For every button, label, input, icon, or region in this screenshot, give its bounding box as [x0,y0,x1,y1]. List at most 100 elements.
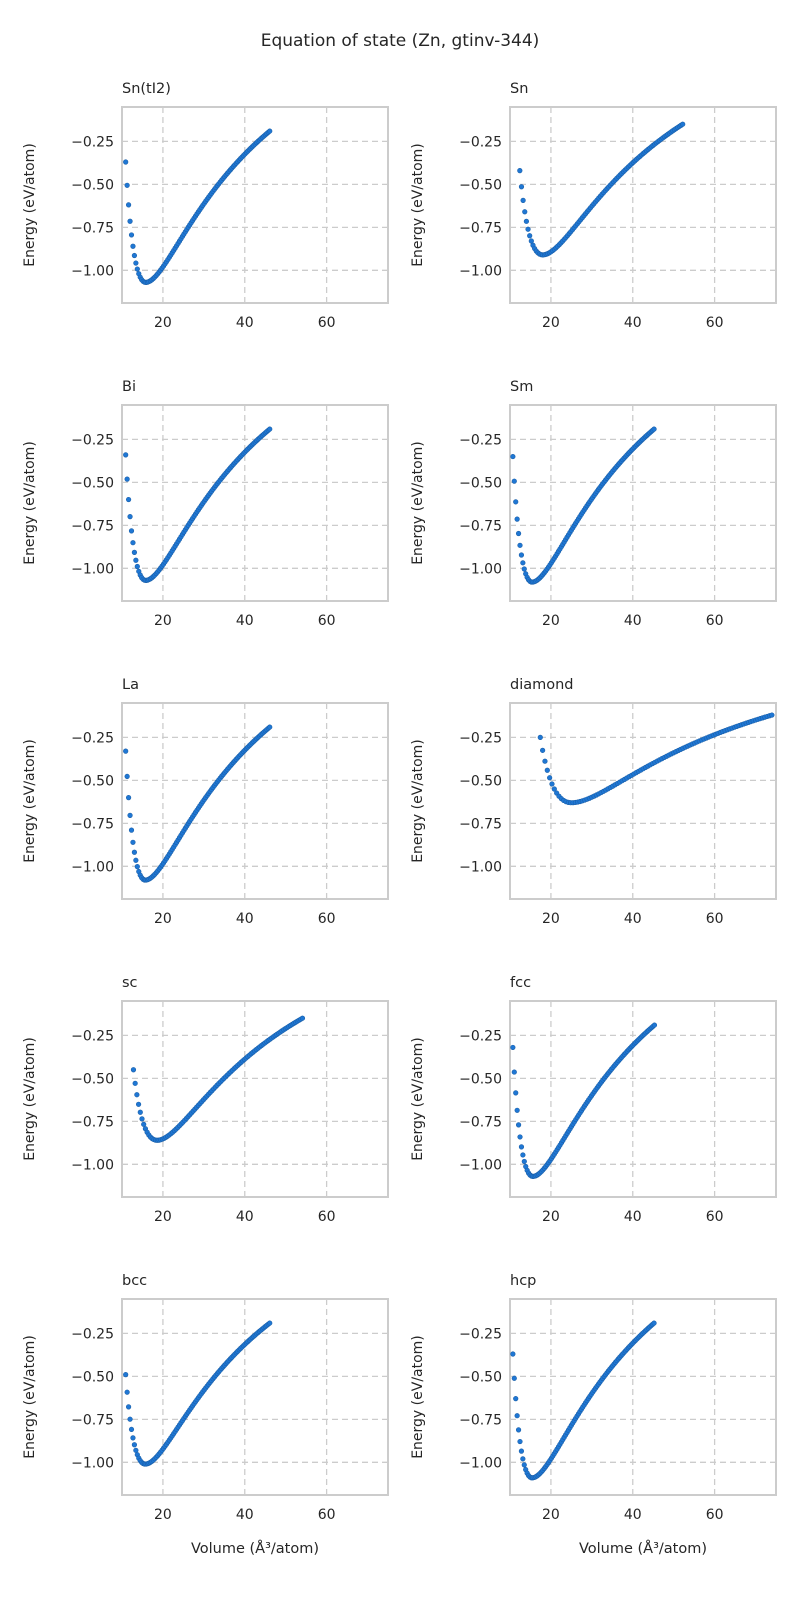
data-point [511,1069,517,1075]
data-point [544,767,550,773]
y-tick-label: −0.25 [459,1326,502,1342]
data-point [511,1375,517,1381]
subplot-9: bcc 20 40 60 −0.25 −0.50 −0.75 −1.00 Energy (eV/… [22,1273,389,1557]
y-tick-label: −0.25 [459,134,502,150]
data-points [123,724,273,883]
y-tick-label: −0.25 [459,432,502,448]
subplot-10: hcp 20 40 60 −0.25 −0.50 −0.75 −1.00 Energy (eV/… [410,1273,777,1557]
y-tick-label: −1.00 [71,859,114,875]
data-point [267,1320,273,1326]
y-tick-label: −0.25 [459,1028,502,1044]
data-point [141,1121,147,1127]
data-point [131,1442,138,1448]
data-point [130,540,136,546]
data-point [540,747,546,753]
figure-title: Equation of state (Zn, gtinv-344) [261,31,540,51]
data-point [127,812,133,818]
data-point [510,1351,516,1357]
y-axis-label: Energy (eV/atom) [22,1335,38,1459]
y-tick-label: −1.00 [71,561,114,577]
subplot-1: Sn(tI2) 20 40 60 −0.25 −0.50 −0.75 −1.00 Energy … [22,81,389,331]
data-point [124,476,130,482]
data-point [547,775,553,781]
data-point [769,712,775,718]
plot-frame [121,1298,389,1496]
data-point [131,849,138,855]
x-tick-label: 20 [154,315,172,331]
data-point [517,168,523,174]
data-point [549,781,555,787]
plot-frame [509,1000,777,1198]
data-point [651,1320,657,1326]
x-tick-label: 40 [236,315,254,331]
data-point [128,232,135,238]
data-point [133,260,139,266]
data-point [127,1416,133,1422]
y-tick-label: −1.00 [459,263,502,279]
x-tick-label: 60 [318,613,336,629]
data-point [518,1448,525,1454]
data-point [515,530,522,537]
data-point [133,557,139,563]
data-point [128,528,135,534]
y-tick-label: −0.50 [459,1369,502,1385]
data-point [551,786,557,792]
data-point [123,159,129,165]
data-point [123,1372,129,1378]
y-tick-label: −1.00 [71,263,114,279]
y-tick-label: −1.00 [459,859,502,875]
subplot-title: La [122,677,139,693]
subplot-title: bcc [122,1273,147,1289]
x-axis-label: Volume (Å³/atom) [579,1540,707,1557]
data-point [510,453,516,460]
data-points [510,1320,657,1481]
y-tick-label: −0.75 [71,816,114,832]
data-points [537,712,775,806]
data-point [137,1109,143,1115]
data-point [267,426,273,432]
data-point [139,1116,145,1122]
y-tick-label: −1.00 [459,561,502,577]
y-tick-label: −0.25 [71,730,114,746]
subplot-title: fcc [510,975,531,991]
x-tick-label: 20 [542,911,560,927]
x-axis-label: Volume (Å³/atom) [191,1540,319,1557]
y-tick-label: −0.25 [71,432,114,448]
plot-frame [121,106,389,304]
y-tick-label: −1.00 [71,1455,114,1471]
data-point [520,1456,526,1462]
data-point [517,542,523,548]
y-tick-label: −0.50 [71,1369,114,1385]
y-tick-label: −0.50 [459,773,502,789]
x-tick-label: 20 [542,1209,560,1225]
data-point [511,478,517,484]
x-tick-label: 60 [706,911,724,927]
data-point [128,1426,135,1433]
data-point [127,218,133,224]
data-point [521,1462,527,1468]
data-point [520,197,526,203]
data-point [521,566,527,572]
y-tick-label: −0.50 [459,475,502,491]
x-tick-label: 60 [706,315,724,331]
data-point [518,552,525,558]
data-point [267,724,273,730]
y-axis-label: Energy (eV/atom) [410,739,426,863]
data-point [124,773,130,780]
x-tick-label: 20 [542,1507,560,1523]
data-point [520,560,526,566]
data-points [123,128,273,285]
data-point [133,1447,139,1453]
data-point [130,839,136,845]
subplot-title: Bi [122,379,136,395]
data-point [514,1413,520,1419]
data-point [134,1092,140,1098]
data-point [134,563,140,570]
x-tick-label: 20 [542,613,560,629]
data-points [130,1015,306,1143]
plot-frame [121,404,389,602]
x-tick-label: 60 [318,1507,336,1523]
y-tick-label: −0.75 [71,1114,114,1130]
data-point [542,758,548,764]
